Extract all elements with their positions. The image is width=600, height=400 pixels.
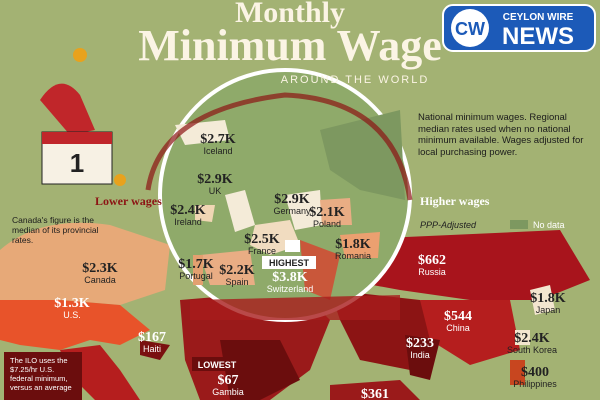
highest-badge: [262, 256, 316, 269]
logo-name: NEWS: [502, 23, 574, 50]
wage-value: $1.8K: [335, 237, 371, 252]
legend-no-data: No data: [533, 220, 565, 230]
note-box: National minimum wages. Regional median …: [418, 112, 584, 158]
country-name: Spain: [225, 277, 248, 287]
ilo-callout: The ILO uses the $7.25/hr U.S. federal m…: [10, 356, 72, 392]
canada-callout: Canada's figure is the median of its pro…: [12, 215, 99, 245]
country-name: Gambia: [212, 387, 244, 397]
legend-low: Lower wages: [95, 194, 162, 208]
wage-value: $2.9K: [274, 192, 310, 207]
country-name: U.S.: [63, 310, 81, 320]
country-name: UK: [209, 186, 222, 196]
world-map: [0, 222, 590, 400]
lowest-label: LOWEST: [198, 360, 237, 370]
wage-value: $400: [521, 365, 549, 380]
country-name: Ireland: [174, 217, 202, 227]
wage-value: $2.9K: [197, 172, 233, 187]
wage-value: $1.3K: [54, 296, 90, 311]
legend-high: Higher wages: [420, 194, 490, 208]
wage-value: $2.1K: [309, 205, 345, 220]
country-name: India: [410, 350, 430, 360]
country-name: Romania: [335, 251, 371, 261]
country-name: Haiti: [143, 344, 161, 354]
ilo-box: [4, 352, 82, 400]
legend-arc: [145, 92, 413, 201]
wage-value: $1.8K: [530, 291, 566, 306]
wage-value: $2.3K: [82, 261, 118, 276]
country-name: Portugal: [179, 271, 213, 281]
calendar-illustration: 1: [40, 48, 126, 186]
wage-value: $361: [361, 387, 389, 400]
country-name: South Korea: [507, 345, 557, 355]
wage-value: $2.2K: [219, 263, 255, 278]
country-name: Canada: [84, 275, 116, 285]
wage-value: $1.7K: [178, 257, 214, 272]
wage-value: $167: [138, 330, 166, 345]
ilo-callout-box: The ILO uses the $7.25/hr U.S. federal m…: [10, 356, 72, 392]
title-line2: Minimum Wage: [138, 21, 442, 70]
logo-brand: CEYLON WIRE: [503, 12, 574, 23]
legend-adjust: PPP-Adjusted: [420, 220, 477, 230]
logo: CW CEYLON WIRE NEWS: [442, 4, 596, 52]
title-line1: Monthly: [235, 0, 345, 29]
canada-callout-box: Canada's figure is the median of its pro…: [12, 215, 99, 245]
country-labels: $2.7KIceland$2.9KUK$2.9KGermany$2.4KIrel…: [54, 132, 566, 400]
wage-value: $544: [444, 309, 472, 324]
lowest-badge: [192, 357, 242, 371]
country-name: China: [446, 323, 470, 333]
country-name: France: [248, 246, 276, 256]
country-name: Poland: [313, 219, 341, 229]
zoom-circle: [158, 68, 412, 322]
no-data-swatch: [510, 220, 528, 229]
wage-value: $2.7K: [200, 132, 236, 147]
country-name: Philippines: [513, 379, 557, 389]
wage-value: $662: [418, 253, 446, 268]
country-name: Russia: [418, 267, 446, 277]
country-name: Japan: [536, 305, 561, 315]
note: National minimum wages. Regional median …: [418, 112, 584, 158]
wage-value: $2.4K: [514, 331, 550, 346]
subtitle: AROUND THE WORLD: [281, 74, 430, 86]
wage-value: $67: [218, 373, 239, 388]
wage-value: $3.8K: [272, 270, 308, 285]
country-name: Iceland: [203, 146, 232, 156]
country-name: Switzerland: [267, 284, 314, 294]
country-name: Germany: [273, 206, 311, 216]
wage-value: $2.5K: [244, 232, 280, 247]
calendar-day: 1: [70, 148, 84, 178]
wage-value: $2.4K: [170, 203, 206, 218]
wage-value: $233: [406, 336, 434, 351]
highest-label: HIGHEST: [269, 258, 310, 268]
logo-mark: CW: [455, 19, 485, 39]
